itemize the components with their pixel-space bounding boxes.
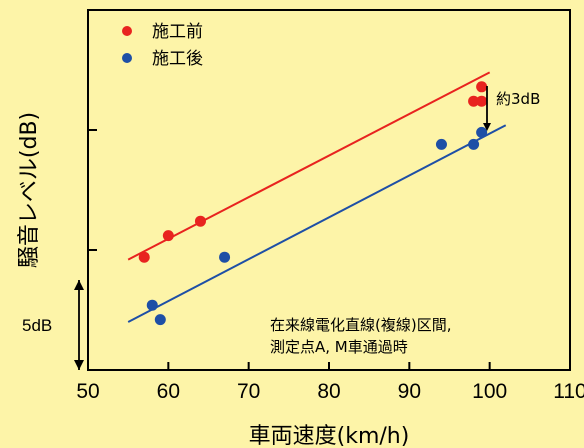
scale-bar: 5dB	[22, 280, 84, 370]
data-points	[138, 81, 488, 326]
point-series-1	[219, 251, 231, 263]
note-line-2: 測定点A, M車通過時	[270, 338, 408, 356]
note-line-1: 在来線電化直線(複線)区間,	[270, 316, 451, 334]
y-axis-title: 騒音レベル(dB)	[17, 112, 42, 268]
x-tick-label: 90	[398, 380, 421, 403]
point-series-0	[476, 95, 488, 107]
x-tick-label: 100	[472, 380, 507, 403]
x-tick-label: 50	[76, 380, 99, 403]
x-axis-tick-labels: 50 60 70 80 90 100 110	[76, 380, 584, 403]
legend-label-after: 施工後	[152, 49, 203, 69]
fit-lines	[127, 71, 507, 323]
point-series-0	[162, 230, 174, 242]
y-axis-ticks	[88, 129, 97, 251]
legend-marker-after	[122, 53, 132, 63]
x-axis-ticks	[87, 362, 571, 370]
point-series-0	[138, 251, 150, 263]
fit-line-series-0	[127, 71, 491, 261]
point-series-0	[194, 215, 206, 227]
scale-bar-label: 5dB	[22, 316, 52, 335]
x-tick-label: 80	[317, 380, 340, 403]
point-series-1	[476, 126, 488, 138]
difference-label: 約3dB	[496, 90, 540, 108]
point-series-0	[476, 81, 488, 93]
legend-marker-before	[122, 26, 132, 36]
legend-label-before: 施工前	[152, 22, 203, 42]
fit-line-series-1	[127, 124, 507, 323]
x-tick-label: 70	[237, 380, 260, 403]
x-tick-label: 110	[553, 380, 584, 403]
point-series-1	[154, 314, 166, 326]
x-tick-label: 60	[157, 380, 180, 403]
point-series-1	[146, 299, 158, 311]
legend: 施工前 施工後	[122, 22, 203, 69]
x-axis-title: 車両速度(km/h)	[249, 424, 410, 448]
point-series-1	[468, 138, 480, 150]
difference-arrow: 約3dB	[483, 86, 540, 131]
point-series-0	[468, 95, 480, 107]
point-series-1	[435, 138, 447, 150]
